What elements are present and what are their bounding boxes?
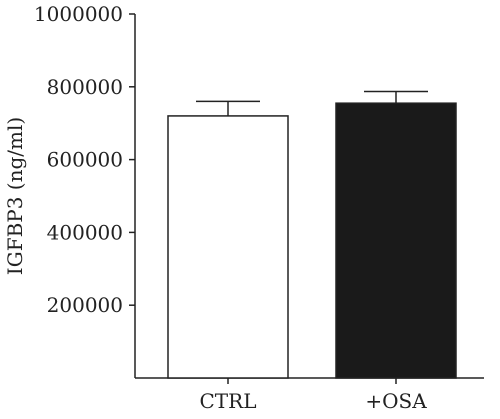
x-category-label: +OSA xyxy=(365,389,427,413)
y-tick-label: 1000000 xyxy=(34,2,123,26)
bar-osa xyxy=(335,102,457,379)
bars xyxy=(167,90,457,379)
y-tick-label: 200000 xyxy=(47,293,123,317)
y-tick-label: 800000 xyxy=(47,75,123,99)
y-axis-title: IGFBP3 (ng/ml) xyxy=(3,117,27,275)
x-category-label: CTRL xyxy=(200,389,257,413)
y-axis: 200000 400000 600000 800000 1000000 xyxy=(34,2,136,378)
y-tick-label: 600000 xyxy=(47,148,123,172)
bar-ctrl xyxy=(167,115,289,379)
x-axis: CTRL +OSA xyxy=(135,377,484,413)
y-tick-label: 400000 xyxy=(47,220,123,244)
